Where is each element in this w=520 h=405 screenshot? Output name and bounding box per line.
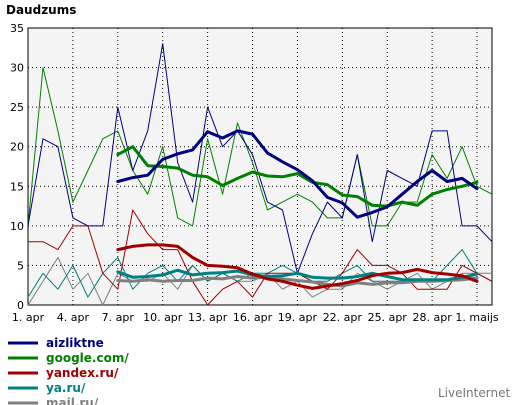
series-line-yandexru [28, 209, 493, 306]
series-trend-yandexru [116, 243, 479, 290]
y-axis: 0 5 10 15 20 25 30 35 [10, 22, 24, 312]
legend-label: aizliktne [46, 336, 104, 350]
series-line-googlecom [27, 67, 493, 227]
series-trend-googlecom [116, 145, 479, 208]
y-tick-label: 0 [17, 299, 24, 312]
x-tick-label: 25. apr [368, 311, 408, 324]
x-tick-label: 13. apr [188, 311, 228, 324]
series-group [27, 43, 493, 306]
y-tick-label: 5 [17, 259, 24, 272]
y-tick-label: 25 [10, 101, 24, 114]
legend: aizliktnegoogle.com/yandex.ru/ya.ru/mail… [8, 336, 129, 405]
plot-area [27, 27, 493, 306]
x-tick-label: 22. apr [323, 311, 363, 324]
legend-label: google.com/ [46, 351, 129, 365]
chart-title: Daudzums [6, 3, 76, 17]
y-tick-label: 35 [10, 22, 24, 35]
x-tick-label: 7. apr [102, 311, 135, 324]
legend-label: ya.ru/ [46, 381, 86, 395]
y-tick-label: 15 [10, 180, 24, 193]
brand-label: LiveInternet [438, 386, 510, 400]
x-tick-label: 19. apr [278, 311, 318, 324]
y-tick-label: 10 [10, 220, 24, 233]
x-tick-label: 16. apr [233, 311, 273, 324]
series-trend-aizliktne [116, 129, 479, 219]
y-tick-label: 20 [10, 141, 24, 154]
legend-label: yandex.ru/ [46, 366, 119, 380]
series-trend-yaru [116, 268, 479, 282]
x-tick-label: 1. apr [12, 311, 45, 324]
y-tick-label: 30 [10, 62, 24, 75]
x-tick-label: 28. apr [413, 311, 453, 324]
legend-label: mail.ru/ [46, 396, 99, 405]
x-axis: 1. apr 4. apr 7. apr 10. apr 13. apr 16. apr 1… [12, 311, 499, 324]
x-tick-label: 10. apr [143, 311, 183, 324]
series-trend-mailru [116, 275, 479, 288]
x-tick-label: 4. apr [57, 311, 90, 324]
x-tick-label: 1. maijs [455, 311, 499, 324]
